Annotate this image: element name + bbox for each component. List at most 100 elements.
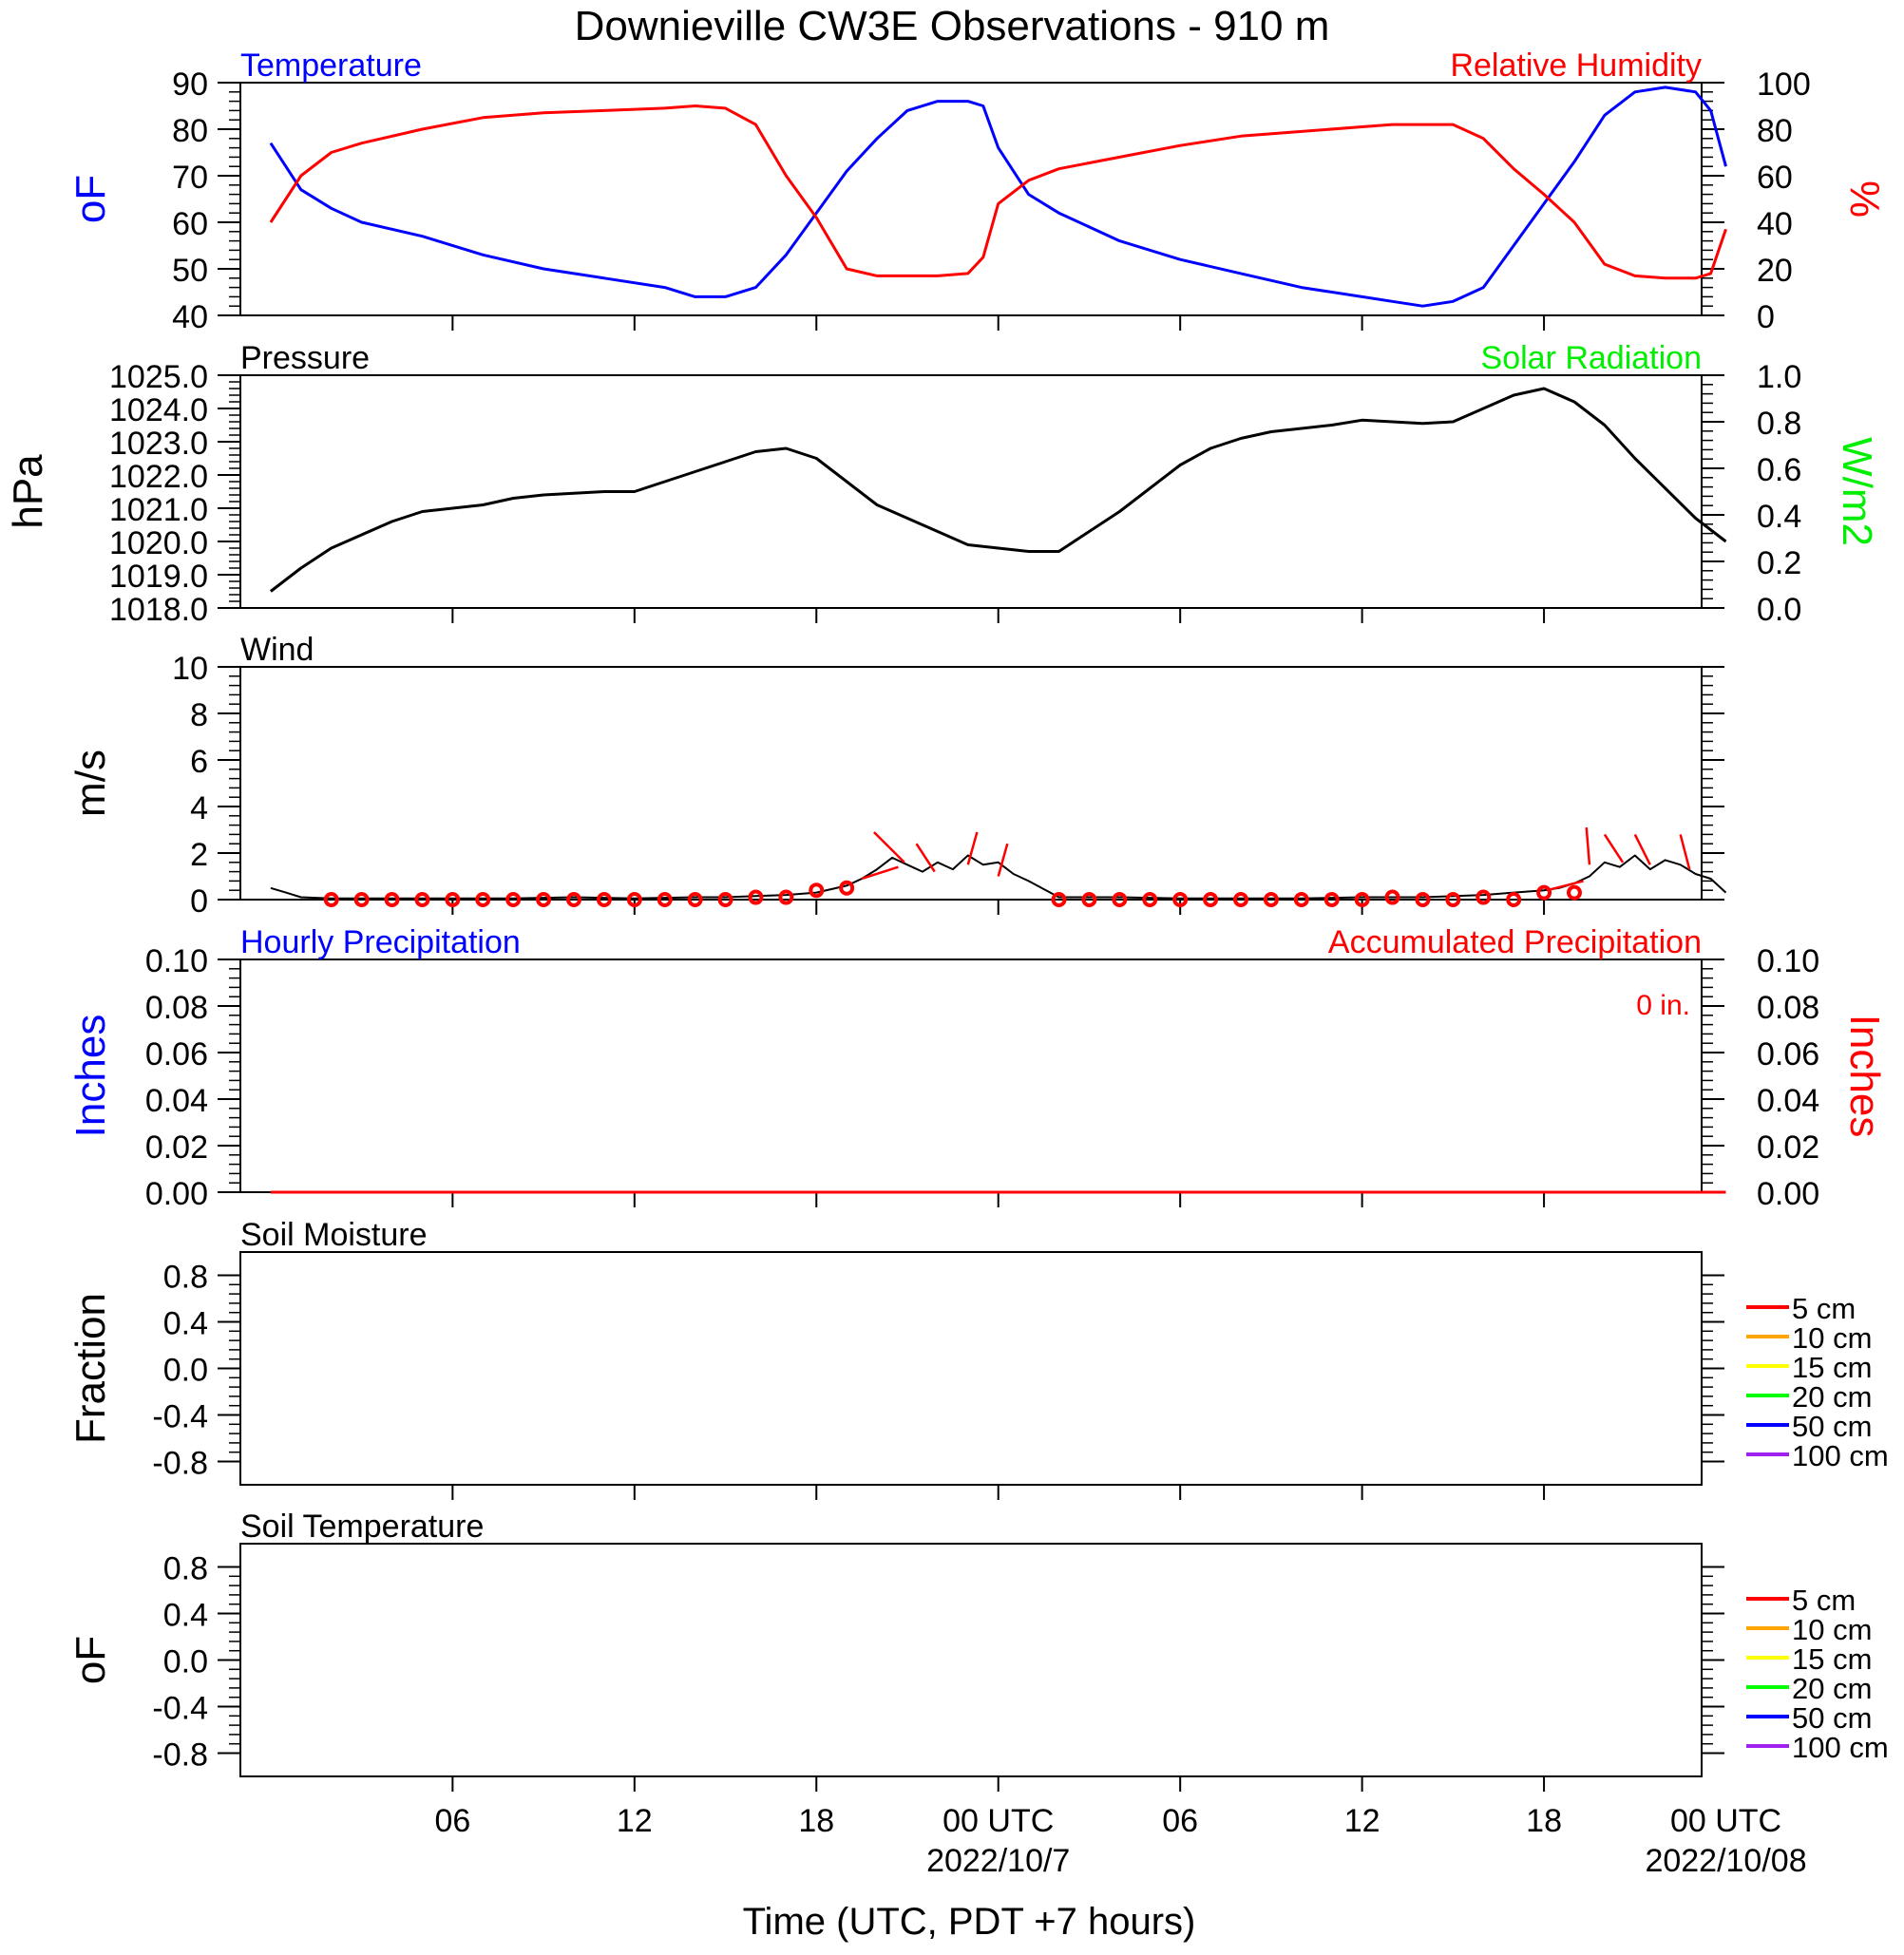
wind-calm-marker — [1081, 892, 1097, 907]
wind-calm-marker — [1506, 892, 1522, 907]
wind-calm-marker — [1232, 892, 1248, 907]
wind-calm-marker — [657, 892, 673, 907]
y-axis-label-left: hPa — [5, 454, 51, 529]
x-tick-label: 18 — [798, 1803, 834, 1839]
panel-precipitation: 0.00 0.02 0.04 0.06 0.08 0.10 0.00 0.02 0.04 0.06… — [67, 924, 1888, 1212]
wind-calm-marker — [1415, 892, 1431, 907]
panel-wind: 0 2 4 6 8 10 Wind m/s — [67, 632, 1727, 920]
panel-title-left: Pressure — [240, 340, 370, 376]
legend-label: 50 cm — [1792, 1701, 1872, 1735]
y-tick-label-left: 80 — [172, 113, 208, 149]
panel-title-right: Accumulated Precipitation — [1328, 924, 1702, 960]
series-line-relative-humidity — [269, 104, 1727, 280]
y-tick-label-left: 50 — [172, 253, 208, 289]
wind-calm-marker — [1476, 889, 1492, 905]
y-tick-label-right: 0.08 — [1757, 990, 1819, 1026]
panel-title-left: Soil Moisture — [240, 1217, 428, 1253]
series-line-wind-speed — [270, 854, 1727, 900]
y-tick-label-left: 0.06 — [145, 1036, 208, 1072]
wind-calm-marker — [839, 880, 855, 896]
series-line-temperature — [269, 85, 1727, 308]
y-tick-label-left: 0.8 — [163, 1551, 208, 1587]
x-tick-label: 12 — [1344, 1803, 1380, 1839]
x-tick-label: 06 — [434, 1803, 470, 1839]
y-tick-label-left: 1024.0 — [109, 392, 208, 428]
plot-frame — [239, 374, 1703, 609]
y-tick-label-left: 0.08 — [145, 990, 208, 1026]
y-tick-label-left: 8 — [190, 697, 208, 733]
wind-barb — [1603, 833, 1625, 864]
x-tick-label: 06 — [1162, 1803, 1198, 1839]
y-tick-label-left: 1019.0 — [109, 559, 208, 595]
y-tick-label-left: 6 — [190, 744, 208, 780]
wind-calm-marker — [1172, 892, 1189, 907]
y-tick-label-left: 0.10 — [145, 943, 208, 979]
wind-barb — [1633, 833, 1651, 865]
legend-label: 15 cm — [1792, 1642, 1872, 1676]
y-tick-label-right: 0.04 — [1757, 1083, 1819, 1119]
plot-frame — [239, 666, 1703, 901]
panel-title-left: Temperature — [240, 47, 422, 84]
plot-frame — [239, 959, 1703, 1193]
panel-title-right: Solar Radiation — [1481, 340, 1702, 376]
legend-label: 15 cm — [1792, 1351, 1872, 1384]
legend-label: 100 cm — [1792, 1731, 1889, 1764]
wind-calm-marker — [475, 892, 491, 907]
panel-title-left: Soil Temperature — [240, 1509, 484, 1545]
plot-frame — [239, 1543, 1703, 1777]
y-axis-label-left: m/s — [67, 750, 114, 817]
x-date-label: 2022/10/08 — [1645, 1843, 1806, 1879]
legend-label: 20 cm — [1792, 1380, 1872, 1414]
y-tick-label-left: 0.4 — [163, 1598, 208, 1634]
wind-calm-marker — [1203, 892, 1219, 907]
legend-label: 5 cm — [1792, 1584, 1856, 1617]
y-tick-label-left: 1018.0 — [109, 592, 208, 628]
y-tick-label-right: 1.0 — [1757, 359, 1801, 395]
accumulated-total-label: 0 in. — [1636, 990, 1690, 1021]
y-tick-label-left: 0.00 — [145, 1176, 208, 1212]
y-tick-label-left: 1023.0 — [109, 426, 208, 462]
wind-calm-marker — [1112, 892, 1128, 907]
y-tick-label-left: 40 — [172, 299, 208, 335]
x-tick-label: 00 UTC — [942, 1803, 1054, 1839]
y-tick-label-left: -0.8 — [152, 1446, 208, 1482]
wind-calm-marker — [1263, 892, 1279, 907]
wind-calm-marker — [1293, 892, 1309, 907]
wind-calm-marker — [1566, 884, 1582, 901]
wind-calm-marker — [1384, 889, 1400, 905]
y-tick-label-left: 90 — [172, 66, 208, 103]
wind-calm-marker — [596, 892, 612, 907]
legend-label: 10 cm — [1792, 1321, 1872, 1355]
y-tick-label-right: 0.0 — [1757, 592, 1801, 628]
wind-barb — [1546, 880, 1584, 892]
wind-calm-marker — [445, 892, 461, 907]
y-axis-label-right: Inches — [1841, 1015, 1888, 1138]
y-tick-label-left: -0.4 — [152, 1399, 208, 1435]
wind-calm-marker — [717, 892, 733, 907]
panel-soil-moisture: -0.8 -0.4 0.0 0.4 0.8 Soil Moisture Fraction 5 … — [67, 1217, 1889, 1500]
legend-label: 100 cm — [1792, 1439, 1889, 1472]
x-tick-label: 12 — [617, 1803, 653, 1839]
plot-frame — [239, 82, 1703, 316]
wind-calm-marker — [778, 889, 794, 905]
y-tick-label-left: 2 — [190, 837, 208, 873]
y-axis-label-left: Inches — [67, 1015, 114, 1138]
x-axis-label: Time (UTC, PDT +7 hours) — [743, 1901, 1196, 1943]
wind-barb — [1585, 826, 1591, 865]
y-tick-label-left: 1021.0 — [109, 492, 208, 528]
y-axis-label-left: oF — [67, 175, 114, 223]
y-tick-label-right: 0.6 — [1757, 452, 1801, 488]
wind-calm-marker — [384, 892, 400, 907]
panel-title-right: Relative Humidity — [1450, 47, 1702, 84]
wind-barb — [915, 843, 936, 873]
wind-calm-marker — [505, 892, 522, 907]
y-tick-label-right: 40 — [1757, 206, 1793, 242]
legend-label: 5 cm — [1792, 1292, 1856, 1325]
wind-calm-marker — [1142, 892, 1158, 907]
y-tick-label-right: 0 — [1757, 299, 1775, 335]
wind-calm-marker — [748, 889, 764, 905]
wind-barb — [997, 843, 1009, 877]
